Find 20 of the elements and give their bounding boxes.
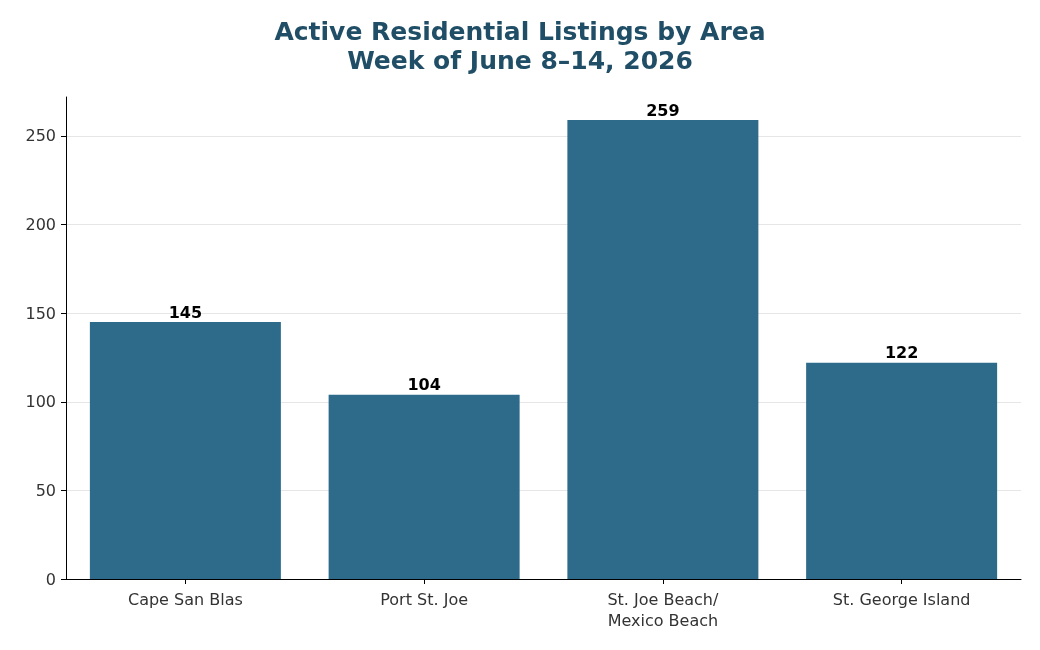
- y-tick-label: 0: [45, 569, 56, 589]
- y-tick-label: 100: [25, 392, 56, 412]
- y-tick-label: 200: [25, 215, 56, 235]
- data-label: 104: [407, 375, 441, 395]
- data-label: 259: [646, 100, 680, 120]
- x-tick-label: St. Joe Beach/ Mexico Beach: [607, 590, 719, 630]
- chart-title: Active Residential Listings by Area: [274, 17, 766, 46]
- bar: [567, 120, 759, 579]
- bar: [89, 322, 281, 579]
- y-tick-label: 50: [35, 480, 56, 500]
- y-tick-label: 150: [25, 303, 56, 323]
- chart-subtitle: Week of June 8–14, 2026: [347, 46, 693, 75]
- data-label: 122: [884, 343, 919, 363]
- y-tick-label: 250: [25, 126, 56, 146]
- x-tick-label: Port St. Joe: [380, 590, 469, 609]
- x-tick-label: St. George Island: [832, 590, 971, 609]
- bar: [806, 362, 998, 579]
- bar: [328, 394, 520, 579]
- x-tick-label: Cape San Blas: [127, 590, 243, 609]
- data-label: 145: [168, 302, 203, 322]
